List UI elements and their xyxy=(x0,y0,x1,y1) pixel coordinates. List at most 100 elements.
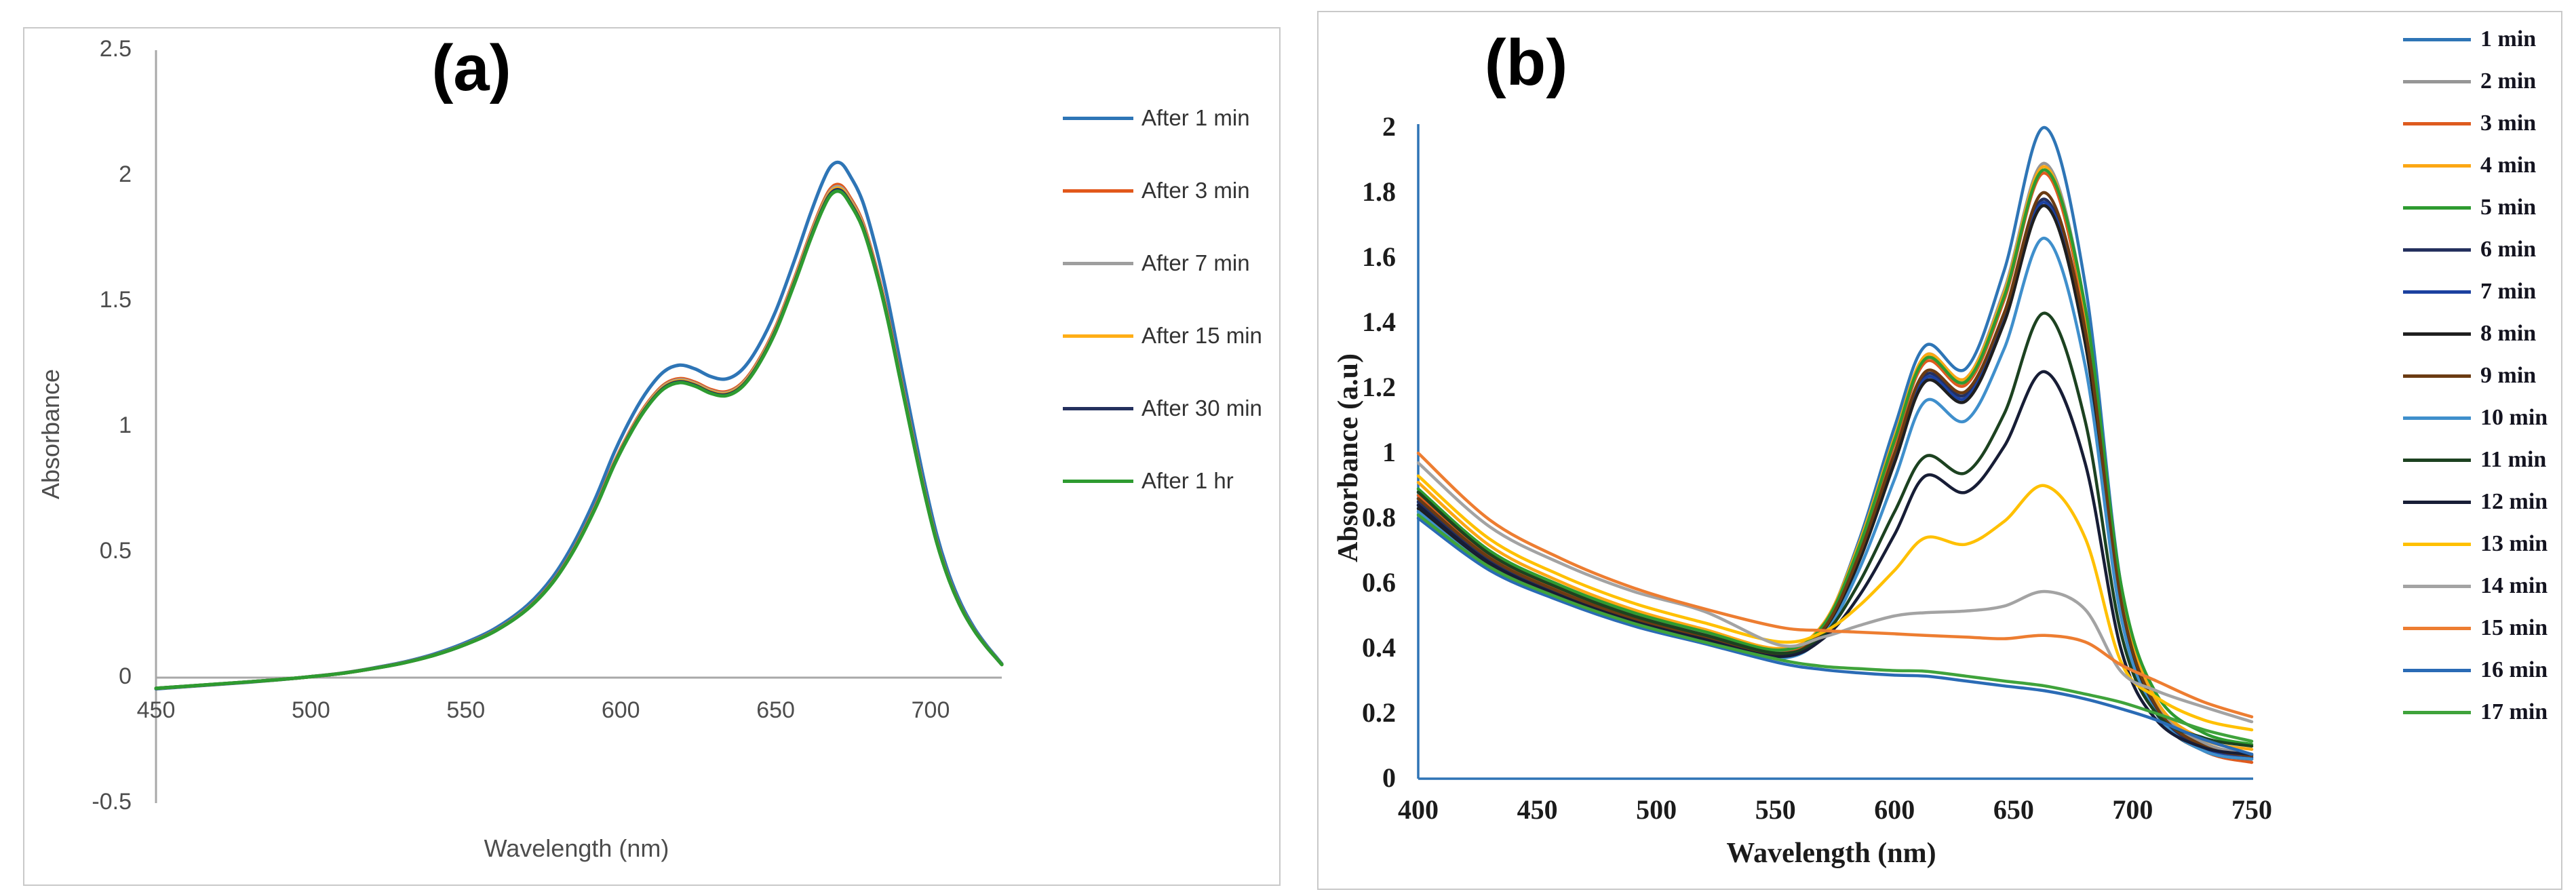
legend-label: 12 min xyxy=(2480,489,2548,514)
x-tick-label: 700 xyxy=(911,697,950,723)
legend-line-icon xyxy=(2403,542,2471,546)
legend-label: 6 min xyxy=(2480,237,2537,262)
legend-item-after-1-min: After 1 min xyxy=(1063,104,1250,132)
legend-label: 9 min xyxy=(2480,363,2537,388)
legend-line-icon xyxy=(2403,584,2471,588)
panel-a-title: (a) xyxy=(431,32,511,104)
legend-line-icon xyxy=(1063,406,1133,410)
legend-item-16-min: 16 min xyxy=(2403,657,2548,684)
legend-line-icon xyxy=(2403,500,2471,504)
legend-line-icon xyxy=(2403,710,2471,714)
legend-line-icon xyxy=(2403,37,2471,41)
legend-line-icon xyxy=(2403,206,2471,210)
legend-item-6-min: 6 min xyxy=(2403,236,2536,263)
x-tick-label: 550 xyxy=(446,697,486,723)
legend-label: After 15 min xyxy=(1141,323,1262,348)
legend-item-14-min: 14 min xyxy=(2403,572,2548,600)
legend-label: 15 min xyxy=(2480,615,2548,640)
y-tick-label: 1.2 xyxy=(1362,372,1396,403)
y-tick-label: 1.4 xyxy=(1362,307,1396,338)
legend-line-icon xyxy=(2403,121,2471,125)
y-tick-label: 0.5 xyxy=(99,537,132,564)
series-line-9-min xyxy=(1416,191,2254,758)
panel-a-x-axis-title: Wavelength (nm) xyxy=(484,834,669,862)
x-tick-label: 450 xyxy=(1517,794,1558,825)
y-tick-label: 0.8 xyxy=(1362,502,1396,533)
legend-item-after-1-hr: After 1 hr xyxy=(1063,467,1234,494)
legend-label: 11 min xyxy=(2480,447,2547,472)
x-tick-label: 750 xyxy=(2231,794,2272,825)
legend-label: 17 min xyxy=(2480,699,2548,724)
panel-a: (a) Absorbance Wavelength (nm) After 1 m… xyxy=(23,27,1281,886)
legend-label: 2 min xyxy=(2480,69,2537,94)
series-line-12-min xyxy=(1416,370,2254,756)
x-tick-label: 700 xyxy=(2112,794,2153,825)
legend-item-after-3-min: After 3 min xyxy=(1063,177,1250,204)
legend-line-icon xyxy=(2403,458,2471,462)
legend-item-after-7-min: After 7 min xyxy=(1063,250,1250,277)
legend-label: 13 min xyxy=(2480,531,2548,556)
legend-item-8-min: 8 min xyxy=(2403,320,2536,347)
legend-label: 10 min xyxy=(2480,405,2548,430)
legend-label: After 7 min xyxy=(1141,250,1250,275)
x-tick-label: 500 xyxy=(1636,794,1677,825)
legend-label: 8 min xyxy=(2480,321,2537,346)
series-line-16-min xyxy=(1416,516,2254,756)
legend-item-15-min: 15 min xyxy=(2403,615,2548,642)
legend-item-10-min: 10 min xyxy=(2403,404,2548,431)
series-line-4-min xyxy=(1416,165,2254,752)
panel-b: (b) Absorbance (a.u) Wavelength (nm) 1 m… xyxy=(1317,11,2562,890)
legend-line-icon xyxy=(1063,116,1133,120)
series-line-10-min xyxy=(1416,236,2254,761)
legend-item-13-min: 13 min xyxy=(2403,530,2548,558)
y-tick-label: 0.6 xyxy=(1362,567,1396,598)
legend-line-icon xyxy=(2403,248,2471,252)
x-tick-label: 650 xyxy=(1993,794,2034,825)
legend-line-icon xyxy=(1063,189,1133,193)
series-line-13-min xyxy=(1416,474,2254,732)
series-line-11-min xyxy=(1416,311,2254,748)
legend-label: 1 min xyxy=(2480,26,2537,52)
x-tick-label: 500 xyxy=(292,697,330,723)
legend-label: 7 min xyxy=(2480,279,2537,304)
legend-item-after-15-min: After 15 min xyxy=(1063,322,1262,349)
x-tick-label: 600 xyxy=(1874,794,1915,825)
legend-line-icon xyxy=(2403,163,2471,168)
legend-label: After 30 min xyxy=(1141,395,1262,421)
legend-label: After 3 min xyxy=(1141,178,1250,203)
legend-line-icon xyxy=(1063,261,1133,265)
legend-line-icon xyxy=(2403,374,2471,378)
y-tick-label: 0 xyxy=(119,663,132,689)
y-tick-label: 2.5 xyxy=(99,35,132,62)
series-line-15-min xyxy=(1416,451,2254,719)
chart-b-canvas xyxy=(1416,124,2254,780)
panel-b-x-axis-title: Wavelength (nm) xyxy=(1726,838,1936,869)
legend-label: 5 min xyxy=(2480,195,2537,220)
legend-label: 3 min xyxy=(2480,111,2537,136)
y-tick-label: 0.2 xyxy=(1362,697,1396,728)
y-tick-label: 0 xyxy=(1382,762,1396,794)
legend-item-12-min: 12 min xyxy=(2403,488,2548,516)
legend-label: 14 min xyxy=(2480,573,2548,598)
y-tick-label: 2 xyxy=(1382,111,1396,142)
y-tick-label: -0.5 xyxy=(92,788,132,815)
legend-label: 4 min xyxy=(2480,153,2537,178)
legend-item-11-min: 11 min xyxy=(2403,446,2546,473)
series-line-14-min xyxy=(1416,461,2254,724)
legend-item-17-min: 17 min xyxy=(2403,699,2548,726)
legend-item-1-min: 1 min xyxy=(2403,26,2536,53)
x-tick-label: 550 xyxy=(1755,794,1796,825)
series-line-after-1-hr xyxy=(154,189,1004,691)
y-tick-label: 1.6 xyxy=(1362,241,1396,273)
legend-line-icon xyxy=(2403,290,2471,294)
legend-line-icon xyxy=(2403,79,2471,83)
legend-line-icon xyxy=(2403,626,2471,630)
y-tick-label: 1.8 xyxy=(1362,176,1396,208)
legend-item-4-min: 4 min xyxy=(2403,152,2536,179)
x-tick-label: 650 xyxy=(756,697,795,723)
legend-line-icon xyxy=(1063,479,1133,483)
y-tick-label: 1 xyxy=(1382,437,1396,468)
y-tick-label: 0.4 xyxy=(1362,632,1396,663)
y-tick-label: 1 xyxy=(119,412,132,438)
y-tick-label: 1.5 xyxy=(99,286,132,313)
